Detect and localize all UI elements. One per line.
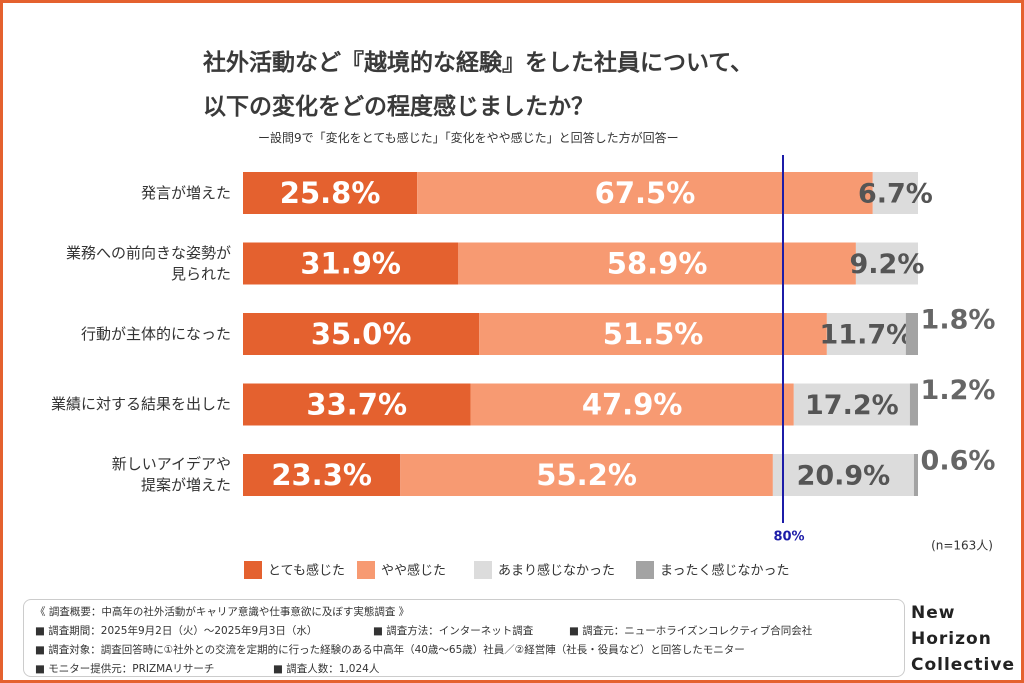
footer-item: ■ 調査方法：インターネット調査 bbox=[373, 625, 534, 637]
bar-segment bbox=[909, 383, 918, 426]
legend-swatch bbox=[474, 561, 492, 579]
category-label: 新しいアイデアや 提案が増えた bbox=[111, 455, 231, 494]
value-label: 58.9% bbox=[607, 247, 708, 281]
value-label: 35.0% bbox=[311, 317, 412, 351]
category-label: 業績に対する結果を出した bbox=[50, 395, 231, 413]
footer-item: ■ 調査期間：2025年9月2日（火）～2025年9月3日（水） bbox=[35, 625, 318, 637]
value-label: 11.7% bbox=[820, 320, 914, 351]
bar-segment bbox=[913, 454, 918, 496]
value-label: 1.8% bbox=[921, 305, 996, 336]
bar-segment bbox=[772, 454, 914, 496]
footer-item: ■ 調査人数：1,024人 bbox=[273, 663, 380, 675]
value-label: 51.5% bbox=[603, 317, 704, 351]
value-label: 23.3% bbox=[271, 458, 372, 492]
bar-segment bbox=[470, 383, 794, 426]
bar-segment bbox=[905, 313, 918, 355]
bar-segment bbox=[793, 383, 910, 426]
legend-swatch bbox=[357, 561, 375, 579]
category-label: 発言が増えた bbox=[140, 183, 231, 202]
chart: 25.8% 67.5% 6.7% 31.9% 58.9% 9.2% 35.0% 51.5% 11… bbox=[243, 155, 996, 579]
legend-swatch bbox=[244, 561, 262, 579]
bar-segment bbox=[417, 172, 873, 214]
legend-label: とても感じた bbox=[268, 563, 345, 579]
value-label: 9.2% bbox=[850, 249, 925, 280]
footer-title: 《 調査概要：中高年の社外活動がキャリア意識や仕事意欲に及ぼす実態調査 》 bbox=[35, 606, 410, 618]
legend-label: まったく感じなかった bbox=[660, 563, 789, 579]
brand: New Horizon Collective bbox=[911, 603, 1015, 675]
value-label: 67.5% bbox=[595, 176, 696, 210]
value-label: 55.2% bbox=[536, 458, 637, 492]
legend-swatch bbox=[636, 561, 654, 579]
bar-segment bbox=[243, 242, 459, 285]
bar-segment bbox=[243, 172, 418, 214]
bar-segment bbox=[479, 313, 827, 355]
category-label: 行動が主体的になった bbox=[80, 324, 231, 343]
bar-segment bbox=[872, 172, 918, 214]
value-label: 6.7% bbox=[858, 179, 933, 210]
bar-segment bbox=[243, 454, 401, 496]
value-label: 20.9% bbox=[797, 461, 891, 492]
bar-segment bbox=[855, 242, 918, 285]
bar-segment bbox=[458, 242, 856, 285]
reference-label: 80% bbox=[773, 530, 804, 545]
bar-segment bbox=[243, 313, 480, 355]
bar-segment bbox=[400, 454, 773, 496]
footer-item: ■ 調査対象：調査回答時に①社外との交流を定期的に行った経験のある中高年（40歳… bbox=[35, 644, 745, 656]
note: (n=163人) bbox=[931, 539, 993, 553]
footer-item: ■ モニター提供元：PRIZMAリサーチ bbox=[35, 663, 215, 675]
footer-item: ■ 調査元：ニューホライズンコレクティブ合同会社 bbox=[569, 625, 813, 637]
legend-label: やや感じた bbox=[381, 563, 446, 579]
value-label: 1.2% bbox=[921, 375, 996, 406]
value-label: 17.2% bbox=[805, 390, 899, 421]
chart-subtitle: ー設問9で「変化をとても感じた」「変化をやや感じた」と回答した方が回答ー bbox=[258, 131, 679, 145]
value-label: 25.8% bbox=[280, 176, 381, 210]
chart-title: 社外活動など『越境的な経験』をした社員について、 以下の変化をどの程度感じました… bbox=[203, 50, 754, 120]
value-label: 31.9% bbox=[300, 247, 401, 281]
value-label: 47.9% bbox=[582, 388, 683, 422]
footer-box bbox=[23, 599, 905, 677]
value-label: 0.6% bbox=[921, 446, 996, 477]
bar-segment bbox=[826, 313, 906, 355]
legend-label: あまり感じなかった bbox=[498, 563, 615, 579]
category-label: 業務への前向きな姿勢が 見られた bbox=[65, 243, 231, 283]
value-label: 33.7% bbox=[306, 388, 407, 422]
bar-segment bbox=[243, 383, 471, 426]
